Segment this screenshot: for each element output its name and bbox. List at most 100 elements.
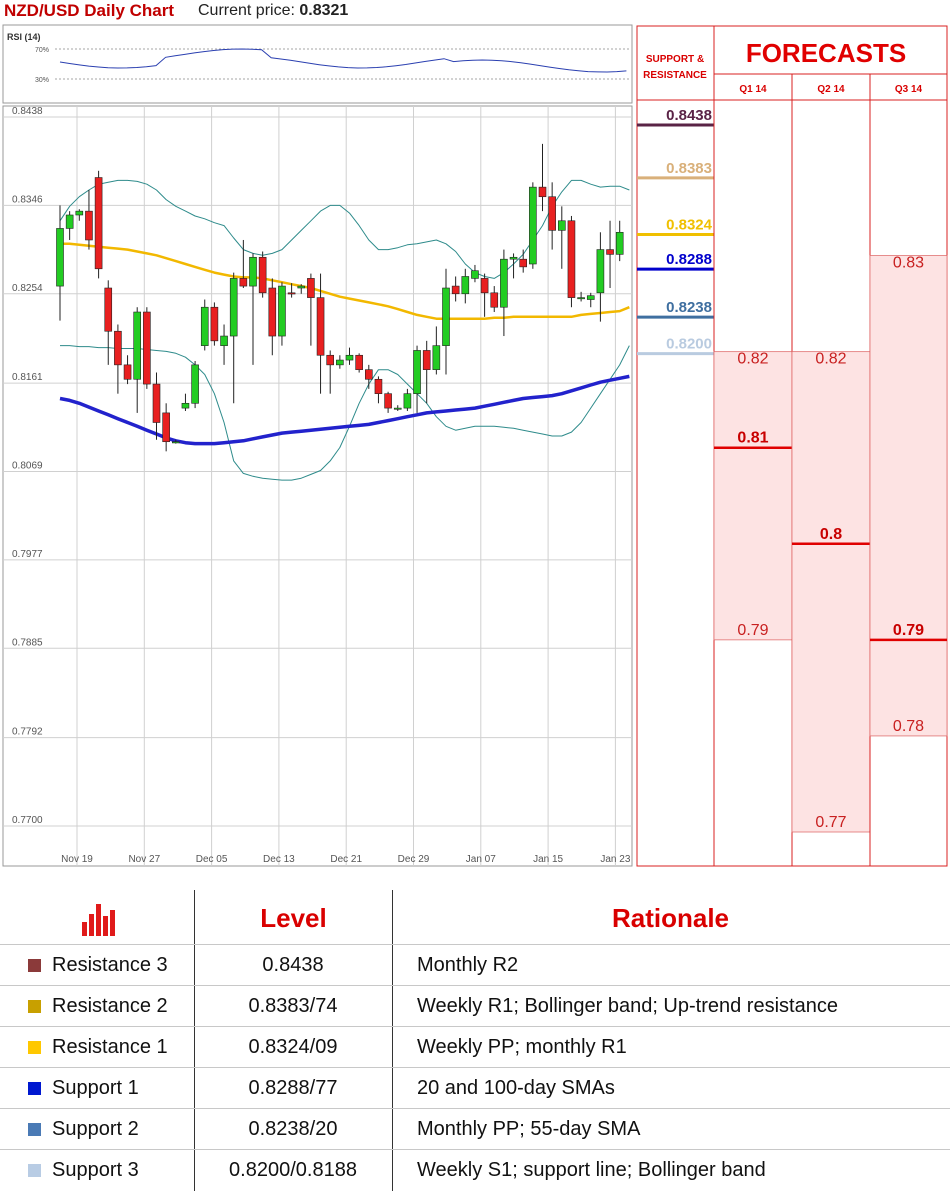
candle-body xyxy=(374,378,383,394)
candle-body xyxy=(210,306,219,342)
y-tick-label: 0.7885 xyxy=(12,637,43,648)
forecast-period-label: Q1 14 xyxy=(739,84,767,95)
table-row: Resistance 1 0.8324/09 Weekly PP; monthly … xyxy=(0,1026,950,1068)
candle-body xyxy=(364,369,373,380)
candle-body xyxy=(596,249,605,294)
rationale-header: Rationale xyxy=(611,903,730,933)
candle-body xyxy=(191,364,199,404)
level-rationale: Weekly PP; monthly R1 xyxy=(417,1036,627,1058)
forecast-median-label: 0.81 xyxy=(737,430,768,447)
candle-body xyxy=(345,354,354,361)
candle-body xyxy=(181,402,190,409)
forecast-high-label: 0.82 xyxy=(815,351,846,368)
candle-body xyxy=(172,441,180,444)
level-rationale: Monthly PP; 55-day SMA xyxy=(417,1118,641,1140)
forecast-period-label: Q3 14 xyxy=(895,84,923,95)
candle-body xyxy=(123,364,132,380)
x-tick-label: Jan 23 xyxy=(600,854,630,865)
chart-canvas: RSI (14) 70% 30% 0.8438 0.8346 0.8254 0.816… xyxy=(2,24,948,867)
forecast-range-bar xyxy=(791,351,871,833)
candle-body xyxy=(548,196,556,231)
forecast-low-label: 0.79 xyxy=(737,622,768,639)
sr-level-value: 0.8438 xyxy=(666,107,712,124)
x-tick-label: Nov 27 xyxy=(128,854,160,865)
forecast-low-label: 0.77 xyxy=(815,814,846,831)
rsi-line xyxy=(59,48,627,73)
forecast-columns: Q1 14 0.82 0.81 0.79 Q2 14 0.82 0.8 0.77 Q3 14 0.… xyxy=(713,74,948,866)
x-tick-label: Dec 29 xyxy=(398,854,430,865)
forecast-median-label: 0.79 xyxy=(893,622,924,639)
candle-body xyxy=(143,311,151,385)
candle-body xyxy=(461,276,470,295)
level-value: 0.8200/0.8188 xyxy=(229,1159,357,1181)
y-tick-label: 0.8346 xyxy=(12,194,43,205)
level-color-swatch xyxy=(28,1041,41,1054)
level-value: 0.8238/20 xyxy=(248,1118,338,1140)
forecast-range-bar xyxy=(713,351,793,641)
candle-body xyxy=(384,393,392,409)
level-name: Support 1 xyxy=(52,1077,139,1099)
candle-body xyxy=(133,311,141,380)
table-row: Support 1 0.8288/77 20 and 100-day SMAs xyxy=(0,1067,950,1109)
candle-body xyxy=(65,214,74,229)
forecast-range-bar xyxy=(869,255,948,737)
candle-body xyxy=(577,297,585,300)
candle-body xyxy=(557,220,566,231)
sr-level-value: 0.8238 xyxy=(666,299,712,316)
forecast-period-label: Q2 14 xyxy=(817,84,845,95)
y-tick-label: 0.7977 xyxy=(12,549,43,560)
current-price-label: Current price: xyxy=(198,2,295,19)
candle-body xyxy=(152,383,161,423)
y-tick-label: 0.7792 xyxy=(12,727,43,738)
candle-body xyxy=(480,278,489,294)
y-tick-label: 0.7700 xyxy=(12,815,43,826)
candle-body xyxy=(307,278,315,298)
candle-body xyxy=(538,186,547,198)
level-value: 0.8324/09 xyxy=(248,1036,338,1058)
candle-body xyxy=(249,256,257,287)
candle-body xyxy=(114,330,122,366)
forecast-low-label: 0.78 xyxy=(893,718,924,735)
level-color-swatch xyxy=(28,1164,41,1177)
bollinger-lower-line xyxy=(60,345,630,481)
table-header: Level Rationale xyxy=(0,890,950,944)
candle-body xyxy=(393,407,402,410)
rsi-label: RSI (14) xyxy=(7,32,41,42)
candle-body xyxy=(278,285,286,337)
chart-icon xyxy=(82,902,120,936)
x-tick-label: Dec 21 xyxy=(330,854,362,865)
candle-body xyxy=(268,287,277,337)
sr-level-value: 0.8383 xyxy=(666,160,712,177)
table-row: Support 2 0.8238/20 Monthly PP; 55-day SMA xyxy=(0,1108,950,1150)
table-row: Resistance 2 0.8383/74 Weekly R1; Bollinge… xyxy=(0,985,950,1027)
column-divider-2 xyxy=(392,890,393,1191)
level-name: Resistance 2 xyxy=(52,995,168,1017)
chart-icon-svg xyxy=(82,904,115,936)
candle-body xyxy=(104,287,113,332)
candle-body xyxy=(586,295,595,300)
candle-body xyxy=(326,354,335,366)
chart-title: NZD/USD Daily Chart xyxy=(4,1,175,20)
level-value: 0.8438 xyxy=(262,954,324,976)
candle-body xyxy=(220,335,228,346)
y-tick-label: 0.8438 xyxy=(12,106,43,117)
x-axis-ticks: Nov 19 Nov 27 Dec 05 Dec 13 Dec 21 Dec 29 Jan … xyxy=(61,854,631,865)
sr-header-line2: RESISTANCE xyxy=(643,70,707,81)
level-name: Resistance 3 xyxy=(52,954,168,976)
column-divider-1 xyxy=(194,890,195,1191)
sma-55-line xyxy=(60,242,630,320)
levels-table: Level Rationale Resistance 3 0.8438 Monthl… xyxy=(0,890,950,1191)
level-color-swatch xyxy=(28,1082,41,1095)
price-panel xyxy=(2,105,633,867)
candle-body xyxy=(432,345,441,370)
candle-body xyxy=(287,292,296,295)
candle-body xyxy=(75,210,84,216)
level-name: Support 2 xyxy=(52,1118,139,1140)
level-value: 0.8288/77 xyxy=(248,1077,338,1099)
candle-body xyxy=(56,228,64,287)
sr-level-value: 0.8288 xyxy=(666,251,712,268)
level-value: 0.8383/74 xyxy=(248,995,338,1017)
y-axis-ticks: 0.8438 0.8346 0.8254 0.8161 0.8069 0.7977 0.78… xyxy=(12,106,43,826)
candle-body xyxy=(258,256,267,294)
forecasts-title: FORECASTS xyxy=(746,38,906,68)
